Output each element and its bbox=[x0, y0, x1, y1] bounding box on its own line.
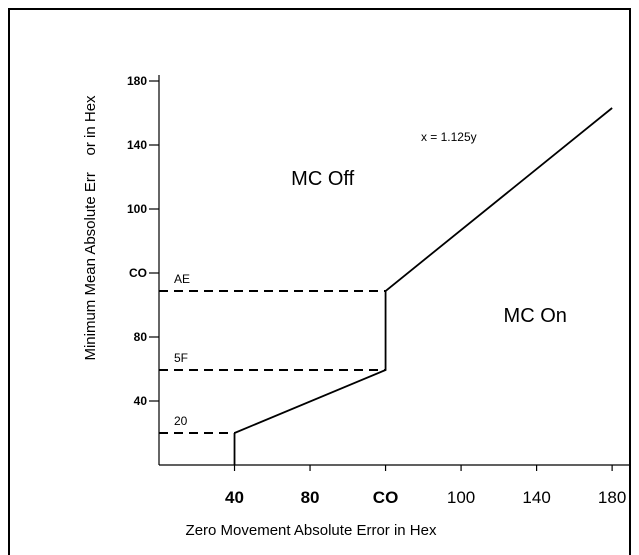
y-axis-label: Minimum Mean Absolute Err or in Hex bbox=[82, 95, 99, 361]
x-tick-label: CO bbox=[373, 488, 399, 507]
threshold-label: 20 bbox=[174, 414, 188, 428]
y-tick-label: 140 bbox=[127, 138, 147, 152]
axes bbox=[149, 75, 631, 471]
y-tick-label: CO bbox=[129, 266, 147, 280]
y-tick-label: 100 bbox=[127, 202, 147, 216]
boundary-line bbox=[234, 107, 613, 434]
x-tick-label: 100 bbox=[447, 488, 475, 507]
threshold-label: 5F bbox=[174, 351, 188, 365]
figure-frame bbox=[8, 8, 631, 555]
region-label: MC Off bbox=[291, 168, 354, 190]
x-tick-label: 40 bbox=[225, 488, 244, 507]
y-tick-label: 80 bbox=[134, 330, 148, 344]
x-tick-label: 140 bbox=[522, 488, 550, 507]
chart-marks bbox=[159, 107, 613, 465]
region-label: MC On bbox=[504, 305, 567, 327]
boundary-label: x = 1.125y bbox=[421, 130, 477, 144]
x-tick-label: 80 bbox=[301, 488, 320, 507]
x-tick-label: 180 bbox=[598, 488, 626, 507]
threshold-label: AE bbox=[174, 272, 190, 286]
chart-labels: 40 80 CO 100 140 180 40 80 CO 100 140 180 20 5F AE x = … bbox=[127, 74, 626, 507]
y-tick-label: 180 bbox=[127, 74, 147, 88]
y-tick-label: 40 bbox=[134, 394, 148, 408]
x-axis-label: Zero Movement Absolute Error in Hex bbox=[186, 522, 437, 539]
